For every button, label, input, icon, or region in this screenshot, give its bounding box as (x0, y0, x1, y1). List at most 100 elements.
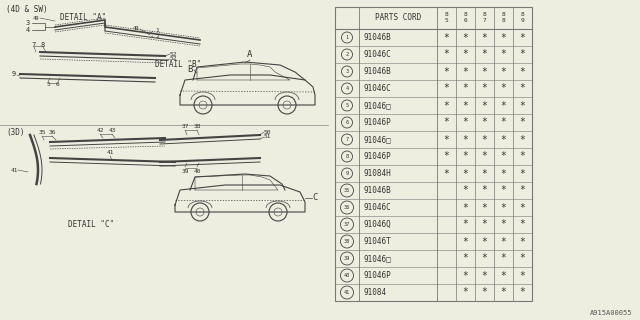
Text: *: * (463, 220, 468, 229)
Text: *: * (444, 100, 449, 110)
Text: *: * (481, 33, 488, 43)
Text: A915A00055: A915A00055 (589, 310, 632, 316)
Text: *: * (520, 151, 525, 162)
Text: 40: 40 (193, 169, 201, 174)
Text: 41: 41 (106, 150, 114, 155)
Text: *: * (481, 186, 488, 196)
Text: *: * (463, 84, 468, 93)
Text: 6: 6 (346, 120, 349, 125)
Text: *: * (463, 50, 468, 60)
Text: *: * (463, 134, 468, 145)
Text: 5: 5 (46, 82, 50, 86)
Text: 8: 8 (463, 12, 467, 17)
Text: 52: 52 (170, 52, 177, 57)
Text: 49: 49 (33, 15, 39, 20)
Text: 2: 2 (155, 34, 159, 38)
Text: *: * (481, 253, 488, 263)
Text: 40: 40 (344, 273, 350, 278)
Text: *: * (500, 186, 506, 196)
Text: *: * (481, 50, 488, 60)
Text: 42: 42 (96, 128, 104, 133)
Text: *: * (500, 287, 506, 298)
Text: *: * (520, 236, 525, 246)
Text: 91046C: 91046C (363, 50, 391, 59)
Text: *: * (463, 253, 468, 263)
Text: 50: 50 (264, 130, 271, 134)
Text: *: * (463, 236, 468, 246)
Text: DETAIL "C": DETAIL "C" (68, 220, 115, 229)
Text: *: * (444, 151, 449, 162)
Text: 91046P: 91046P (363, 152, 391, 161)
Text: 8: 8 (346, 154, 349, 159)
Text: 52: 52 (170, 57, 177, 61)
Text: *: * (520, 287, 525, 298)
Text: *: * (463, 186, 468, 196)
Text: 2: 2 (346, 52, 349, 57)
Text: *: * (481, 287, 488, 298)
Text: 6: 6 (463, 19, 467, 23)
Text: *: * (520, 270, 525, 281)
Text: *: * (444, 84, 449, 93)
Text: *: * (444, 67, 449, 76)
Text: 8: 8 (520, 12, 524, 17)
Text: 9: 9 (12, 71, 16, 77)
Text: 37: 37 (344, 222, 350, 227)
Text: (4D & SW): (4D & SW) (6, 5, 47, 14)
Text: *: * (481, 270, 488, 281)
Text: *: * (520, 220, 525, 229)
Text: *: * (481, 84, 488, 93)
Text: *: * (463, 169, 468, 179)
Text: 91046T: 91046T (363, 237, 391, 246)
Text: *: * (500, 220, 506, 229)
Text: *: * (463, 203, 468, 212)
Text: *: * (520, 117, 525, 127)
Text: 49: 49 (132, 26, 140, 30)
Text: *: * (520, 33, 525, 43)
Text: 91084H: 91084H (363, 169, 391, 178)
Text: *: * (520, 186, 525, 196)
Text: *: * (463, 151, 468, 162)
Text: *: * (463, 287, 468, 298)
Text: 91046C: 91046C (363, 203, 391, 212)
Text: *: * (500, 134, 506, 145)
Text: 36: 36 (48, 130, 56, 135)
Text: *: * (463, 270, 468, 281)
Text: 4: 4 (26, 27, 30, 33)
Text: *: * (500, 169, 506, 179)
Text: 1: 1 (155, 28, 159, 34)
Text: 91046C: 91046C (363, 84, 391, 93)
Text: 39: 39 (344, 256, 350, 261)
Text: *: * (520, 134, 525, 145)
Text: *: * (444, 33, 449, 43)
Text: *: * (500, 151, 506, 162)
Text: B: B (188, 66, 193, 75)
Text: *: * (444, 169, 449, 179)
Text: 38: 38 (344, 239, 350, 244)
Text: 91046□: 91046□ (363, 254, 391, 263)
Text: 41: 41 (344, 290, 350, 295)
Text: *: * (463, 67, 468, 76)
Text: 91046□: 91046□ (363, 101, 391, 110)
Text: *: * (520, 100, 525, 110)
Text: 8: 8 (502, 12, 506, 17)
Text: *: * (463, 33, 468, 43)
Text: 91046B: 91046B (363, 186, 391, 195)
Text: *: * (500, 84, 506, 93)
Text: *: * (500, 50, 506, 60)
Text: *: * (500, 203, 506, 212)
Text: 91046P: 91046P (363, 271, 391, 280)
Text: *: * (463, 117, 468, 127)
Text: 41: 41 (10, 167, 18, 172)
Text: PARTS CORD: PARTS CORD (375, 13, 421, 22)
Text: 35: 35 (344, 188, 350, 193)
Text: *: * (500, 253, 506, 263)
Text: 51: 51 (264, 134, 271, 140)
Text: 7: 7 (483, 19, 486, 23)
Text: 3: 3 (346, 69, 349, 74)
Text: 7: 7 (32, 42, 36, 48)
Text: 5: 5 (346, 103, 349, 108)
Text: 91046P: 91046P (363, 118, 391, 127)
Text: 9: 9 (346, 171, 349, 176)
Text: 6: 6 (56, 82, 60, 86)
Text: *: * (500, 236, 506, 246)
